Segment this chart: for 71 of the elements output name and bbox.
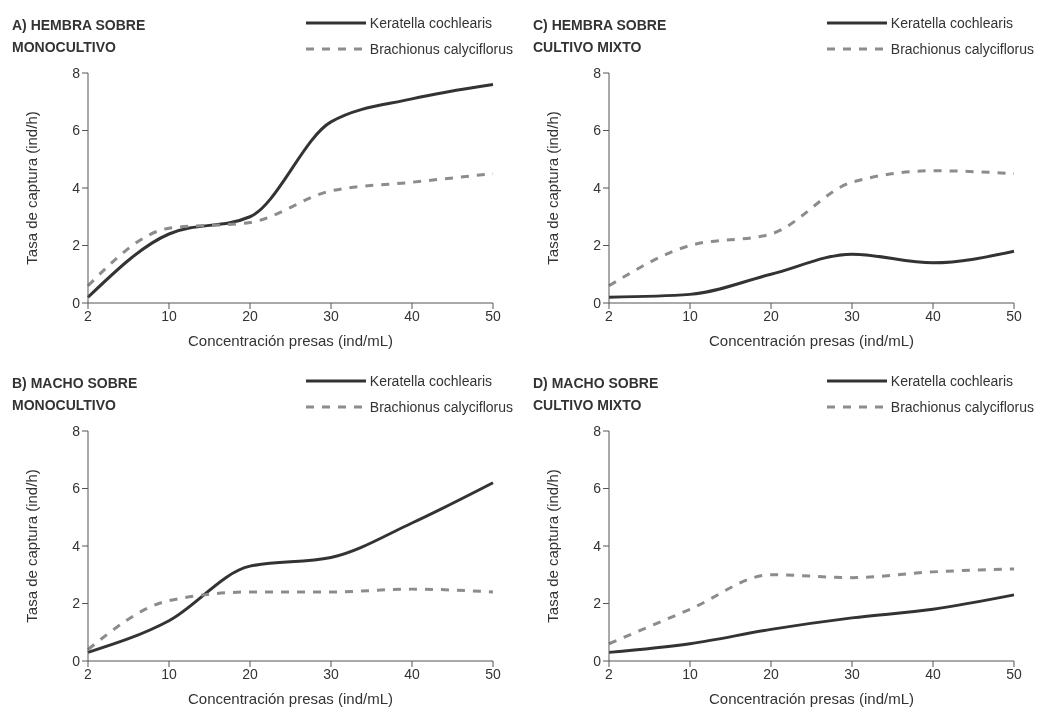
x-tick-label: 30 [844,665,860,682]
x-axis-title: Concentración presas (ind/mL) [708,690,915,707]
line-series [86,587,495,651]
y-tick-label: 8 [72,422,81,439]
y-tick-label: 8 [72,64,81,81]
x-tick-label: 10 [682,665,698,682]
x-tick-label: 20 [763,307,779,324]
y-tick-label: 0 [72,294,81,311]
x-tick-label: 50 [485,665,501,682]
y-tick-label: 2 [72,595,81,612]
y-tick-label: 2 [593,595,602,612]
x-tick-label: 2 [605,307,614,324]
legend-label: Brachionus calyciflorus [890,399,1034,415]
chart-title: C) HEMBRA SOBRE CULTIVO MIXTO [533,16,667,57]
x-tick-label: 50 [1006,307,1022,324]
y-axis-title: Tasa de captura (ind/h) [23,469,41,623]
y-axis-title: Tasa de captura (ind/h) [544,469,562,623]
legend-label: Keratella cochlearis [369,373,492,389]
y-tick-label: 4 [72,179,81,196]
x-tick-label: 20 [242,665,258,682]
x-tick-label: 10 [161,307,177,324]
legend-label: Brachionus calyciflorus [890,41,1034,57]
line-series [607,169,1016,288]
x-tick-label: 10 [682,307,698,324]
y-tick-label: 0 [72,652,81,669]
x-axis-title: Concentración presas (ind/mL) [708,332,915,349]
y-axis-title: Tasa de captura (ind/h) [23,111,41,265]
line-series [607,249,1016,299]
x-tick-label: 2 [84,307,93,324]
legend-label: Brachionus calyciflorus [369,41,513,57]
line-series [86,481,495,654]
line-series [86,83,495,299]
legend-label: Keratella cochlearis [890,373,1013,389]
y-tick-label: 8 [593,64,602,81]
x-axis-title: Concentración presas (ind/mL) [187,690,394,707]
x-tick-label: 30 [323,307,339,324]
x-tick-label: 50 [485,307,501,324]
y-tick-label: 4 [72,537,81,554]
y-tick-label: 0 [593,294,602,311]
x-tick-label: 50 [1006,665,1022,682]
y-tick-label: 6 [72,122,81,139]
line-series [607,593,1016,654]
chart-title: D) MACHO SOBRE CULTIVO MIXTO [533,374,659,415]
legend-label: Keratella cochlearis [369,15,492,31]
x-tick-label: 30 [323,665,339,682]
y-tick-label: 6 [593,480,602,497]
x-tick-label: 40 [925,665,941,682]
y-axis-title: Tasa de captura (ind/h) [544,111,562,265]
y-tick-label: 6 [72,480,81,497]
line-series [607,567,1016,646]
x-axis-title: Concentración presas (ind/mL) [187,332,394,349]
y-tick-label: 0 [593,652,602,669]
x-tick-label: 40 [925,307,941,324]
x-tick-label: 2 [84,665,93,682]
x-tick-label: 20 [763,665,779,682]
legend-label: Brachionus calyciflorus [369,399,513,415]
legend-label: Keratella cochlearis [890,15,1013,31]
x-tick-label: 40 [404,665,420,682]
chart-title: A) HEMBRA SOBRE MONOCULTIVO [12,16,146,57]
x-tick-label: 2 [605,665,614,682]
x-tick-label: 10 [161,665,177,682]
chart-title: B) MACHO SOBRE MONOCULTIVO [12,374,138,415]
y-tick-label: 6 [593,122,602,139]
y-tick-label: 2 [72,237,81,254]
y-tick-label: 2 [593,237,602,254]
y-tick-label: 8 [593,422,602,439]
x-tick-label: 30 [844,307,860,324]
y-tick-label: 4 [593,179,602,196]
y-tick-label: 4 [593,537,602,554]
x-tick-label: 20 [242,307,258,324]
x-tick-label: 40 [404,307,420,324]
